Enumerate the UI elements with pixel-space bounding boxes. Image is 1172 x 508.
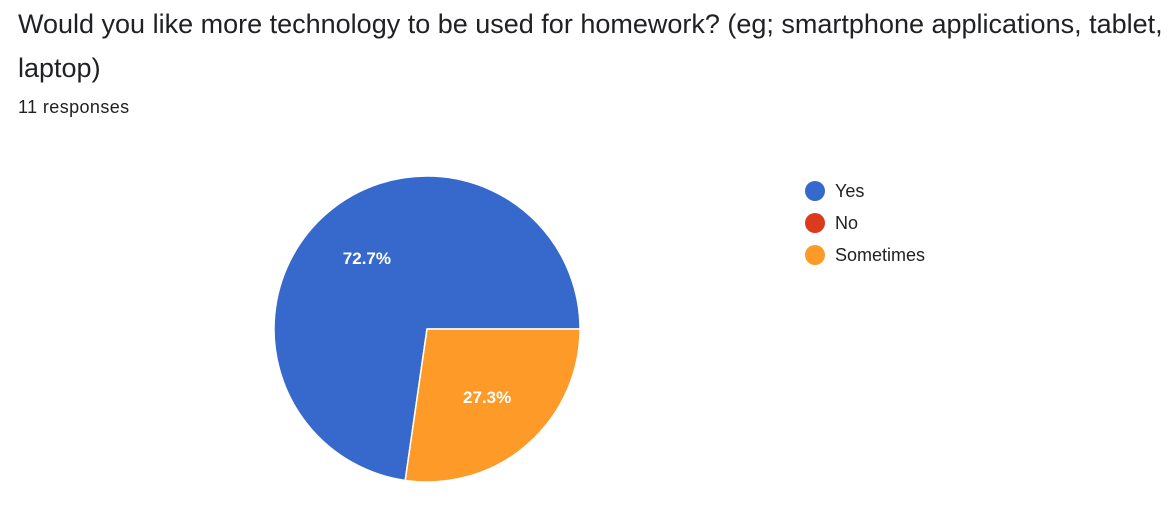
legend-item-no: No bbox=[805, 207, 925, 239]
legend-label: Sometimes bbox=[835, 245, 926, 265]
response-count: 11 responses bbox=[18, 97, 130, 117]
pie-slices bbox=[273, 175, 581, 483]
slice-label-sometimes: 27.3% bbox=[463, 388, 511, 407]
pie-labels: 72.7% 27.3% bbox=[343, 249, 511, 407]
legend-item-sometimes: Sometimes bbox=[805, 239, 925, 271]
legend-label: Yes bbox=[835, 181, 865, 201]
legend-label: No bbox=[835, 213, 859, 233]
pie-slice-sometimes bbox=[404, 328, 581, 483]
slice-label-yes: 72.7% bbox=[343, 249, 391, 268]
legend-swatch bbox=[805, 213, 825, 233]
legend-swatch bbox=[805, 181, 825, 201]
question-title: Would you like more technology to be use… bbox=[18, 9, 1163, 83]
legend-swatch bbox=[805, 245, 825, 265]
chart-legend: Yes No Sometimes bbox=[805, 175, 925, 271]
pie-slice-yes bbox=[273, 175, 581, 482]
legend-item-yes: Yes bbox=[805, 175, 925, 207]
